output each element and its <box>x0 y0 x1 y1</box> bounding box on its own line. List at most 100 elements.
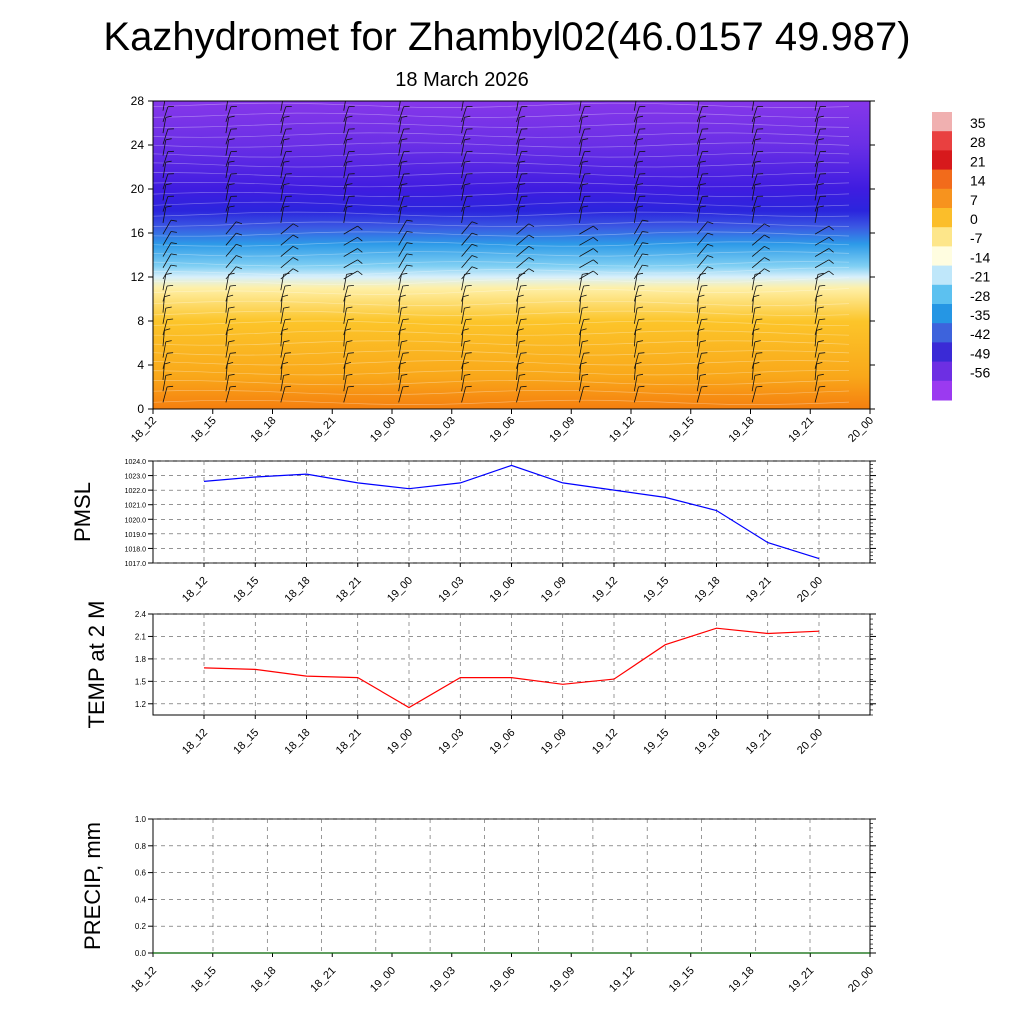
x-tick-label: 19_09 <box>539 727 569 757</box>
y-tick-label: 1019.0 <box>125 532 147 539</box>
y-tick-label: 0.4 <box>135 895 147 904</box>
wind-barb-feather <box>878 243 884 244</box>
y-tick-label: 0.0 <box>135 949 147 958</box>
wind-barb-staff <box>870 387 874 403</box>
x-tick-label: 19_03 <box>436 727 466 757</box>
y-tick-label: 12 <box>131 270 145 284</box>
x-tick-label: 18_21 <box>308 415 338 445</box>
wind-barb-feather <box>873 184 879 185</box>
x-tick-label: 19_18 <box>693 727 723 757</box>
x-tick-label: 18_12 <box>129 415 159 445</box>
x-tick-label: 19_00 <box>368 415 398 445</box>
y-tick-label: 1020.0 <box>125 517 147 524</box>
colorbar-label: -42 <box>970 326 990 342</box>
wind-barb-feather <box>878 220 884 221</box>
figure-title: Kazhydromet for Zhambyl02(46.0157 49.987… <box>103 15 910 59</box>
colorbar-cell <box>932 170 952 190</box>
wind-barb-feather <box>637 94 643 95</box>
x-tick-label: 19_12 <box>590 727 620 757</box>
colorbar-label: 7 <box>970 192 978 208</box>
wind-barb-feather <box>878 265 884 266</box>
colorbar-cell <box>932 266 952 286</box>
x-tick-label: 18_15 <box>231 727 261 757</box>
x-tick-label: 19_18 <box>693 575 723 605</box>
wind-barb-feather <box>401 94 407 95</box>
colorbar-cell <box>932 131 952 151</box>
x-tick-label: 18_18 <box>283 727 313 757</box>
wind-barb-feather <box>873 139 879 140</box>
x-tick-label: 19_09 <box>539 575 569 605</box>
x-tick-label: 19_21 <box>744 575 774 605</box>
colorbar-label: -56 <box>970 365 990 381</box>
y-tick-label: 0 <box>137 402 144 416</box>
x-tick-label: 18_21 <box>334 727 364 757</box>
wind-barb-staff <box>870 174 875 189</box>
wind-barb-staff <box>870 243 878 257</box>
wind-barb-feather <box>873 94 879 95</box>
x-tick-label: 19_21 <box>786 415 816 445</box>
colorbar-label: -28 <box>970 288 990 304</box>
x-tick-label: 18_12 <box>180 727 210 757</box>
precip-frame <box>153 819 870 953</box>
wind-barb-feather <box>873 341 879 342</box>
colorbar-cell <box>932 150 952 170</box>
figure-subtitle: 18 March 2026 <box>395 69 528 91</box>
wind-barb-staff <box>870 254 878 268</box>
temp-ylabel: TEMP at 2 M <box>84 601 109 729</box>
wind-barb-feather <box>878 232 884 233</box>
colorbar-cell <box>932 285 952 305</box>
y-tick-label: 16 <box>131 226 145 240</box>
wind-barb-feather <box>878 254 884 255</box>
wind-barb-staff <box>870 220 878 234</box>
colorbar-label: -49 <box>970 345 990 361</box>
x-tick-label: 19_09 <box>547 965 577 995</box>
x-tick-label: 19_03 <box>428 965 458 995</box>
wind-barb-feather <box>166 94 172 95</box>
x-tick-label: 19_15 <box>667 415 697 445</box>
wind-barb-feather <box>871 295 877 297</box>
wind-barb-staff <box>870 232 878 246</box>
x-tick-label: 19_06 <box>488 727 518 757</box>
wind-barb-feather <box>873 116 879 117</box>
wind-barb-feather <box>519 94 525 95</box>
y-tick-label: 1.2 <box>135 700 147 709</box>
x-tick-label: 19_15 <box>641 575 671 605</box>
y-tick-label: 0.6 <box>135 869 147 878</box>
colorbar-cell <box>932 323 952 343</box>
x-tick-label: 18_15 <box>189 965 219 995</box>
colorbar-label: -35 <box>970 307 990 323</box>
colorbar-cell <box>932 342 952 362</box>
x-tick-label: 19_12 <box>590 575 620 605</box>
wind-barb-feather <box>874 285 880 286</box>
wind-barb-feather <box>871 329 877 331</box>
colorbar-label: 0 <box>970 211 978 227</box>
x-tick-label: 19_06 <box>488 965 518 995</box>
x-tick-label: 19_03 <box>428 415 458 445</box>
y-tick-label: 0.8 <box>135 842 147 851</box>
y-tick-label: 1022.0 <box>125 488 147 495</box>
wind-barb-feather <box>874 319 880 320</box>
y-tick-label: 1024.0 <box>125 459 147 466</box>
colorbar-label: 14 <box>970 173 986 189</box>
wind-barb-feather <box>873 161 879 162</box>
x-tick-label: 18_21 <box>308 965 338 995</box>
x-tick-label: 18_18 <box>283 575 313 605</box>
y-tick-label: 2.1 <box>135 632 147 641</box>
wind-barb-feather <box>700 94 706 95</box>
x-tick-label: 18_18 <box>249 415 279 445</box>
wind-barb-feather <box>873 374 879 375</box>
x-tick-label: 19_21 <box>744 727 774 757</box>
colorbar-cell <box>932 246 952 266</box>
precip-ylabel: PRECIP, mm <box>80 822 105 950</box>
y-tick-label: 1.8 <box>135 655 147 664</box>
x-tick-label: 18_12 <box>180 575 210 605</box>
x-tick-label: 19_15 <box>641 727 671 757</box>
wind-barb-feather <box>874 386 880 387</box>
y-tick-label: 24 <box>131 138 145 152</box>
wind-barb-feather <box>871 362 877 364</box>
x-tick-label: 18_21 <box>334 575 364 605</box>
wind-barb-feather <box>874 353 880 354</box>
y-tick-label: 8 <box>137 314 144 328</box>
colorbar-label: -7 <box>970 230 983 246</box>
